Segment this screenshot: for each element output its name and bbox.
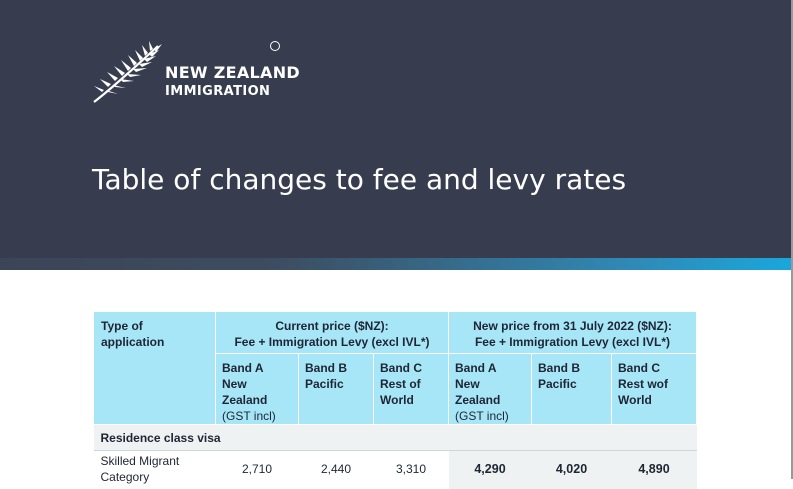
row-new-band-b: 4,020	[531, 450, 612, 489]
section-residence-class-visa: Residence class visa	[93, 424, 697, 451]
brand-name-line1: NEW ZEALAND	[165, 63, 301, 82]
brand-name-line2: IMMIGRATION	[165, 84, 271, 99]
nz-immigration-logo[interactable]: TM NEW ZEALAND IMMIGRATION	[92, 40, 322, 110]
fee-levy-table: Type of application Current price ($NZ):…	[93, 311, 697, 489]
header-new-band-b: Band B Pacific	[531, 353, 612, 425]
header-type-of-application: Type of application	[93, 311, 216, 425]
row-category: Skilled Migrant Category	[93, 450, 216, 489]
row-new-band-c: 4,890	[611, 450, 697, 489]
header-new-band-c: Band C Rest wof World	[611, 353, 697, 425]
row-current-band-b: 2,440	[298, 450, 374, 489]
header-new-price: New price from 31 July 2022 ($NZ): Fee +…	[448, 311, 697, 354]
row-new-band-a: 4,290	[448, 450, 532, 489]
header-gradient-bar	[0, 258, 793, 270]
header-current-band-a: Band A New Zealand (GST incl)	[215, 353, 299, 425]
row-current-band-a: 2,710	[215, 450, 299, 489]
page-edge-divider	[791, 0, 793, 479]
header-new-band-a: Band A New Zealand (GST incl)	[448, 353, 532, 425]
table-row: Skilled Migrant Category 2,710 2,440 3,3…	[93, 450, 697, 489]
header-banner: TM NEW ZEALAND IMMIGRATION Table of chan…	[0, 0, 793, 258]
header-current-band-b: Band B Pacific	[298, 353, 374, 425]
header-current-price: Current price ($NZ): Fee + Immigration L…	[215, 311, 449, 354]
trademark-icon: TM	[270, 41, 280, 51]
page-title: Table of changes to fee and levy rates	[92, 163, 627, 196]
row-current-band-c: 3,310	[373, 450, 449, 489]
silver-fern-icon	[93, 41, 162, 103]
header-current-band-c: Band C Rest of World	[373, 353, 449, 425]
